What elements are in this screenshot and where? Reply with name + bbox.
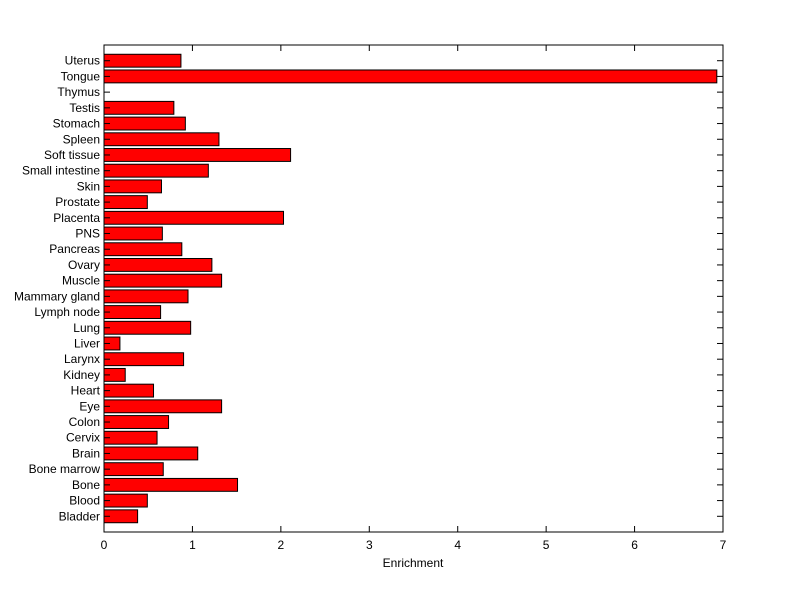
bar-colon: [103, 415, 170, 429]
category-label-skin: Skin: [77, 179, 100, 193]
x-axis-title: Enrichment: [383, 556, 444, 570]
category-label-pancreas: Pancreas: [49, 242, 100, 256]
bar-heart: [103, 383, 155, 398]
bar-mammary-gland: [103, 289, 189, 304]
bar-bone: [103, 477, 239, 492]
bar-lymph-node: [103, 305, 162, 320]
category-label-muscle: Muscle: [62, 274, 100, 288]
category-label-lymph-node: Lymph node: [34, 305, 100, 319]
category-label-stomach: Stomach: [53, 117, 100, 131]
x-tick-label-3: 3: [366, 538, 373, 552]
category-label-testis: Testis: [69, 101, 100, 115]
bar-testis: [103, 100, 175, 115]
bar-cervix: [103, 430, 158, 445]
bar-brain: [103, 446, 199, 461]
bar-placenta: [103, 210, 285, 225]
bar-ovary: [103, 257, 213, 272]
bar-stomach: [103, 116, 186, 131]
bar-lung: [103, 320, 192, 335]
category-label-cervix: Cervix: [66, 431, 100, 445]
category-label-bone-marrow: Bone marrow: [29, 462, 101, 476]
x-tick-label-4: 4: [454, 538, 461, 552]
bar-small-intestine: [103, 163, 209, 178]
bar-blood: [103, 493, 148, 508]
category-label-ovary: Ovary: [68, 258, 100, 272]
category-label-bladder: Bladder: [59, 509, 100, 523]
category-label-tongue: Tongue: [61, 69, 101, 83]
bar-larynx: [103, 352, 185, 367]
bar-eye: [103, 399, 223, 414]
category-label-heart: Heart: [71, 384, 101, 398]
category-label-thymus: Thymus: [57, 85, 100, 99]
category-label-blood: Blood: [69, 494, 100, 508]
bar-skin: [103, 179, 162, 194]
category-label-small-intestine: Small intestine: [22, 164, 100, 178]
category-label-pns: PNS: [75, 227, 100, 241]
category-label-prostate: Prostate: [55, 195, 100, 209]
category-label-mammary-gland: Mammary gland: [14, 289, 100, 303]
bar-pns: [103, 226, 163, 241]
bar-muscle: [103, 273, 223, 288]
category-label-brain: Brain: [72, 446, 100, 460]
bar-tongue: [103, 69, 718, 84]
bars-group: [103, 53, 718, 524]
bar-bone-marrow: [103, 462, 164, 477]
category-label-kidney: Kidney: [63, 368, 100, 382]
category-label-soft-tissue: Soft tissue: [44, 148, 100, 162]
x-tick-label-0: 0: [101, 538, 108, 552]
x-tick-label-2: 2: [278, 538, 285, 552]
category-label-colon: Colon: [69, 415, 100, 429]
x-tick-label-5: 5: [543, 538, 550, 552]
category-label-uterus: Uterus: [65, 54, 100, 68]
x-ticks-group: 0 1 2 3 4 5 6 7: [101, 45, 727, 552]
bar-soft-tissue: [103, 148, 292, 162]
x-tick-label-7: 7: [720, 538, 727, 552]
category-label-placenta: Placenta: [53, 211, 100, 225]
category-label-lung: Lung: [73, 321, 100, 335]
bar-spleen: [103, 132, 220, 147]
category-label-eye: Eye: [79, 399, 100, 413]
bar-pancreas: [103, 242, 183, 257]
category-label-liver: Liver: [74, 336, 100, 350]
bar-uterus: [103, 53, 182, 68]
bar-prostate: [103, 195, 148, 210]
category-label-spleen: Spleen: [63, 132, 100, 146]
x-tick-label-1: 1: [189, 538, 196, 552]
x-tick-label-6: 6: [631, 538, 638, 552]
category-label-bone: Bone: [72, 478, 100, 492]
plot-area: [103, 44, 724, 533]
category-label-larynx: Larynx: [64, 352, 100, 366]
